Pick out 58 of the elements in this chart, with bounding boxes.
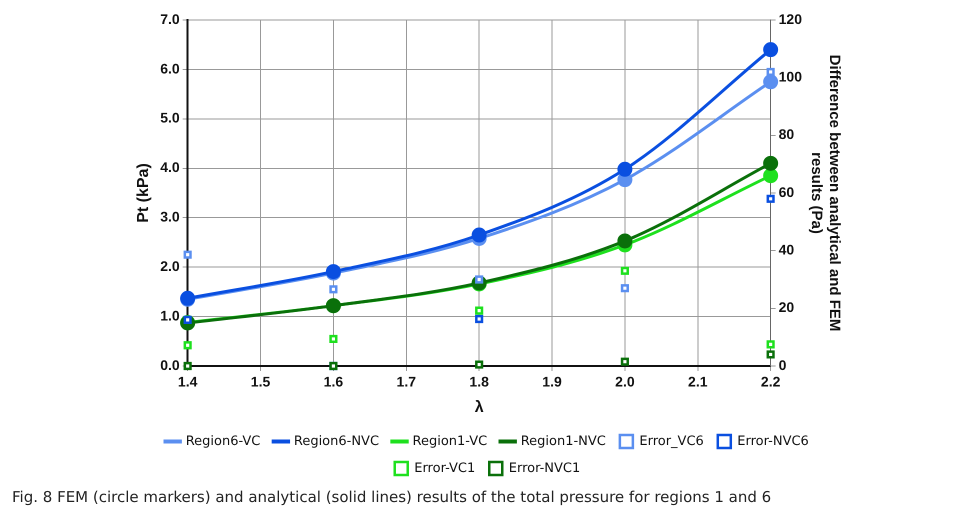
- x-tick-label: 2.0: [615, 373, 635, 390]
- legend-label: Error_VC6: [639, 434, 704, 449]
- y2-tick-label: 0: [778, 356, 787, 373]
- legend-label: Region6-NVC: [294, 434, 380, 449]
- point: [766, 350, 775, 359]
- x-tick-label: 2.2: [760, 373, 781, 390]
- y-axis-title: Pt (kPa): [135, 163, 152, 223]
- point: [620, 266, 629, 275]
- point: [620, 284, 629, 292]
- point: [763, 74, 778, 90]
- point: [763, 42, 778, 58]
- legend-label: Error-VC1: [414, 460, 476, 476]
- legend-label: Region6-VC: [186, 434, 260, 449]
- point: [472, 228, 487, 243]
- y-tick-label: 5.0: [160, 110, 180, 126]
- point: [763, 168, 778, 184]
- legend-label: Error-NVC6: [737, 434, 809, 449]
- point: [475, 306, 484, 315]
- x-tick-label: 1.6: [324, 373, 344, 390]
- point: [766, 68, 775, 76]
- x-tick-label: 1.8: [469, 373, 490, 390]
- legend-label: Region1-VC: [412, 434, 488, 449]
- x-tick-label: 1.7: [396, 373, 416, 390]
- x-tick-label: 1.9: [542, 373, 562, 390]
- x-tick-label: 2.1: [688, 373, 708, 390]
- point: [184, 250, 192, 259]
- y2-tick-label: 60: [778, 184, 794, 200]
- point: [766, 194, 775, 203]
- y2-tick-label: 80: [778, 126, 794, 142]
- point: [184, 362, 192, 370]
- point: [475, 314, 484, 324]
- y-tick-label: 2.0: [160, 258, 180, 274]
- caption: Fig. 8 FEM (circle markers) and analytical (solid lines) results of the total pressure for regions 1 and 6: [12, 488, 772, 506]
- y2-tick-label: 40: [778, 242, 794, 258]
- point: [766, 340, 775, 348]
- x-tick-label: 1.4: [178, 373, 198, 390]
- point: [475, 360, 484, 369]
- point: [329, 334, 338, 343]
- y-tick-label: 6.0: [160, 60, 180, 76]
- y-tick-label: 4.0: [160, 159, 180, 176]
- x-axis-title: λ: [474, 398, 484, 416]
- legend-label: Region1-NVC: [520, 434, 606, 449]
- x-tick-label: 1.5: [250, 373, 270, 390]
- y-tick-label: 0.0: [160, 356, 180, 373]
- point: [620, 358, 629, 366]
- y2-tick-label: 120: [778, 10, 802, 27]
- point: [617, 162, 632, 177]
- y-tick-label: 3.0: [160, 208, 180, 225]
- y-tick-label: 7.0: [160, 10, 180, 27]
- y2-axis-title: Difference between analytical and FEM results (Pa): [808, 54, 843, 332]
- y-tick-label: 1.0: [160, 307, 180, 324]
- y2-tick-label: 100: [778, 68, 802, 85]
- point: [763, 156, 778, 171]
- y2-tick-label: 20: [778, 299, 794, 316]
- point: [329, 285, 338, 294]
- point: [184, 341, 192, 350]
- legend-label: Error-NVC1: [508, 460, 580, 476]
- point: [617, 233, 632, 248]
